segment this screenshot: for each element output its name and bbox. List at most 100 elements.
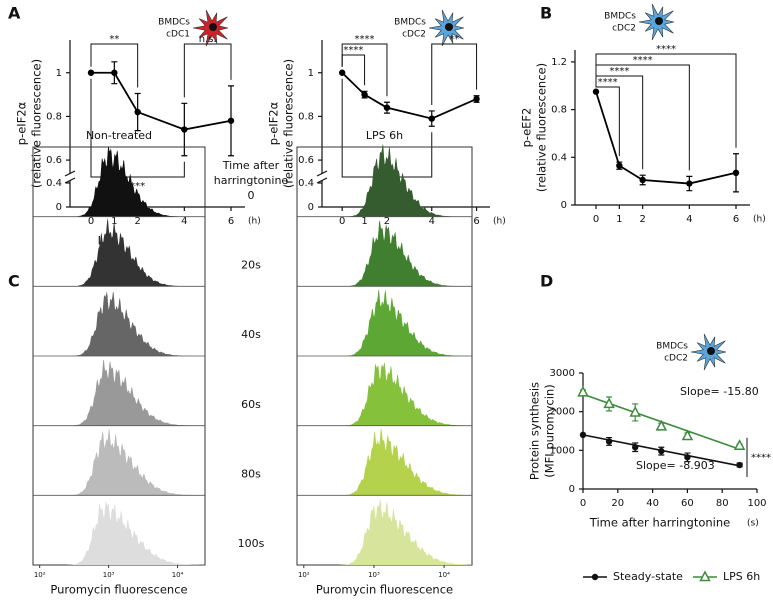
x-axis-label: Time after harringtonine — [589, 516, 730, 530]
x-tick-label: 20 — [611, 498, 624, 509]
x-unit: (h) — [753, 215, 766, 225]
x-tick-label: 1 — [361, 216, 367, 227]
x-tick-label: 0 — [339, 216, 345, 227]
fit-label: Slope= -15.80 — [680, 385, 759, 398]
marker — [684, 454, 691, 461]
x-tick-label: 80 — [716, 498, 729, 509]
marker — [383, 104, 391, 111]
x-tick-label: 6 — [473, 216, 479, 227]
histogram — [297, 144, 472, 217]
x-tick-label: 10⁴ — [438, 571, 450, 579]
y-axis-label: (relative fluorescence) — [535, 63, 549, 192]
x-tick-label: 10² — [34, 571, 46, 579]
sig-label: **** — [609, 66, 629, 77]
icon-label: cDC2 — [664, 354, 688, 364]
marker — [632, 444, 639, 451]
time-label: 60s — [241, 398, 261, 411]
cell-nucleus — [655, 17, 663, 25]
panel-letter: B — [540, 4, 552, 23]
y-tick-label: 3000 — [550, 368, 575, 379]
marker — [361, 91, 368, 98]
legend-label: Steady-state — [613, 570, 683, 583]
x-tick-label: 0 — [580, 498, 586, 509]
sig-label: ** — [109, 34, 119, 45]
sig-bracket — [431, 43, 478, 105]
x-tick-label: 6 — [228, 216, 234, 227]
y-axis-label: (relative fluorescence) — [282, 59, 296, 188]
icon-label: cDC2 — [402, 30, 426, 40]
histogram — [33, 359, 205, 426]
axis-break — [64, 170, 76, 177]
y-axis-label: p-eIF2α — [15, 101, 29, 145]
marker — [616, 162, 623, 169]
sig-bracket — [90, 78, 185, 178]
x-tick-label: 10² — [298, 571, 310, 579]
time-title: Time after — [222, 159, 280, 172]
y-tick-label: 1000 — [550, 445, 575, 456]
x-tick-label: 0 — [88, 216, 94, 227]
marker — [111, 69, 118, 76]
icon-label: cDC1 — [166, 30, 190, 40]
x-tick-label: 1 — [111, 216, 117, 227]
y-tick-label: 0.4 — [298, 178, 314, 189]
histogram — [297, 220, 472, 287]
marker — [592, 88, 600, 95]
x-tick-label: 4 — [686, 214, 692, 225]
marker — [686, 180, 693, 187]
marker — [227, 117, 235, 124]
y-tick-label: 0.6 — [46, 155, 62, 166]
histogram — [33, 500, 205, 565]
x-unit: (h) — [493, 217, 506, 227]
x-tick-label: 100 — [747, 498, 766, 509]
cell-nucleus — [209, 23, 217, 31]
marker — [603, 397, 615, 409]
icon-label: cDC2 — [612, 24, 636, 34]
hist-title: Non-treated — [86, 129, 152, 142]
y-axis-label: Protein synthesis — [528, 382, 542, 480]
y-tick-label: 0.4 — [551, 152, 567, 163]
panel-letter: C — [8, 272, 20, 291]
marker — [428, 115, 435, 122]
x-tick-label: 2 — [384, 216, 390, 227]
y-tick-label: 0.4 — [46, 178, 62, 189]
legend-label: LPS 6h — [723, 570, 760, 583]
x-tick-label: 40 — [646, 498, 659, 509]
axis-break — [316, 170, 328, 177]
x-tick-label: 10³ — [103, 571, 115, 579]
marker — [338, 69, 346, 76]
sig-bracket — [341, 43, 388, 97]
x-unit: (h) — [248, 217, 261, 227]
time-label: 100s — [238, 537, 265, 550]
sig-label: *** — [130, 181, 145, 192]
marker — [181, 126, 188, 133]
time-label: 0 — [248, 189, 255, 202]
marker — [658, 447, 665, 455]
y-tick-label: 1 — [56, 68, 62, 79]
time-title: harringtonine — [214, 174, 289, 187]
fit-label: Slope= -8.903 — [636, 459, 715, 472]
icon-label: BMDCs — [394, 18, 426, 28]
hist-title: LPS 6h — [366, 129, 403, 142]
time-label: 40s — [241, 328, 261, 341]
sig-label: **** — [656, 44, 676, 55]
y-tick-label: 1 — [308, 68, 314, 79]
axis-break — [316, 177, 328, 184]
sig-bracket — [183, 43, 232, 98]
sig-bracket — [90, 43, 139, 88]
y-tick-label: 0 — [56, 202, 62, 213]
marker — [87, 69, 95, 76]
sig-bracket — [341, 54, 366, 86]
time-label: 20s — [241, 259, 261, 272]
x-tick-label: 6 — [733, 214, 739, 225]
icon-label: BMDCs — [158, 18, 190, 28]
axis-break — [64, 177, 76, 184]
y-tick-label: 0.6 — [298, 155, 314, 166]
y-tick-label: 0 — [569, 484, 575, 495]
x-tick-label: 2 — [134, 216, 140, 227]
marker — [605, 438, 613, 445]
histogram — [297, 289, 472, 356]
x-tick-label: 60 — [681, 498, 694, 509]
marker — [733, 439, 746, 450]
x-tick-label: 10³ — [368, 571, 380, 579]
